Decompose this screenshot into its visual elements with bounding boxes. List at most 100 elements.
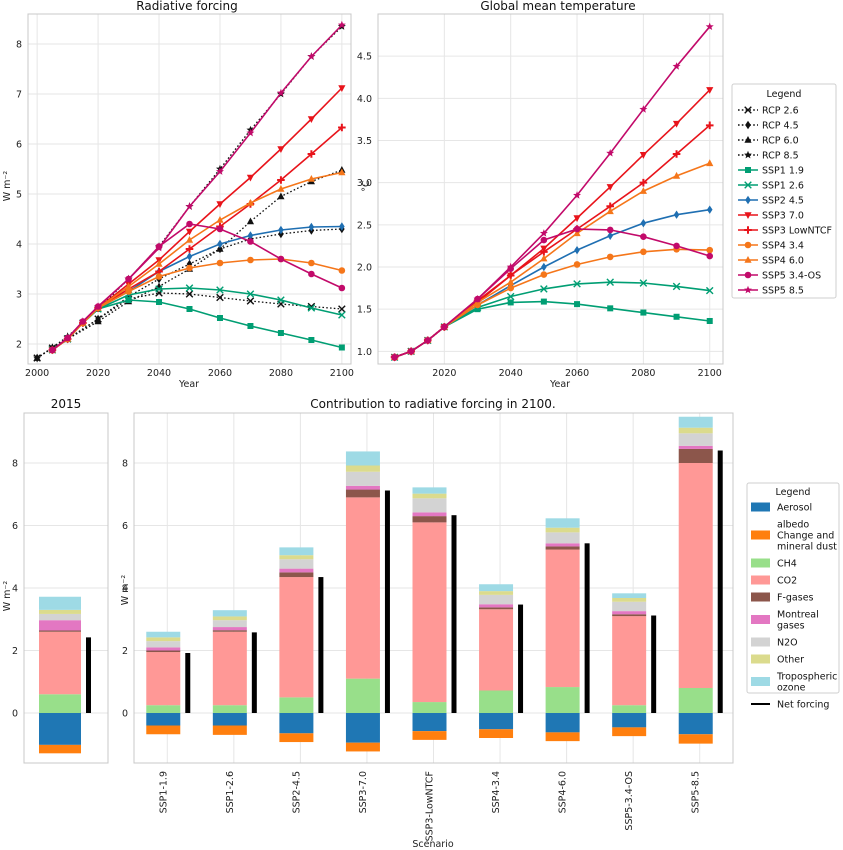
- y-tick-label: 5: [16, 190, 22, 201]
- data-point-ssp5-8-5: [185, 202, 194, 210]
- data-point-ssp5-3-4-os: [186, 220, 193, 228]
- bar-segment-co2: [612, 616, 647, 706]
- data-point-ssp4-3-4: [706, 246, 714, 254]
- data-point-ssp2-4-5: [706, 205, 713, 214]
- data-point-ssp4-3-4: [216, 259, 224, 267]
- bar-segment-montreal-gases: [678, 445, 713, 449]
- bar-segment-co2: [212, 631, 247, 706]
- legend-marker: [745, 195, 751, 205]
- legend-item-ch4: CH4: [751, 558, 797, 570]
- data-point-ssp2-4-5: [278, 225, 284, 235]
- forcing-2015-title: 2015: [51, 397, 82, 411]
- data-point-ssp4-6-0: [540, 254, 548, 262]
- bar-segment-ch4: [39, 694, 81, 713]
- bar-segment-albedo-change-and-mineral-dust: [612, 727, 647, 737]
- legend-label: SSP3 7.0: [762, 211, 804, 222]
- x-tick-label: 2100: [330, 368, 354, 379]
- data-point-ssp4-6-0: [155, 260, 163, 267]
- bar-segment-n2o: [612, 601, 647, 612]
- data-point-ssp3-lowntcf: [185, 245, 194, 253]
- bar-segment-f-gases: [146, 650, 181, 653]
- net-forcing-bar: [251, 632, 257, 713]
- plot-frame: [377, 13, 724, 365]
- x-tick-label: SSP3-LowNTCF: [425, 771, 436, 841]
- x-tick-label: 2040: [499, 368, 523, 379]
- temperature-panel: Global mean temperature Year °C 2020 2040…: [357, 0, 724, 390]
- plot-frame: [133, 412, 734, 764]
- legend-swatch: [751, 615, 770, 624]
- bar-segment-co2: [412, 522, 447, 703]
- bar-segment-n2o: [545, 532, 580, 544]
- legend-label: SSP4 6.0: [762, 256, 804, 267]
- x-tick-label: SSP5-3.4-OS: [624, 771, 635, 831]
- bar-segment-aerosol: [146, 713, 181, 726]
- data-point-ssp3-lowntcf: [705, 121, 714, 130]
- bar-segment-other: [479, 591, 514, 595]
- data-point-ssp5-8-5: [155, 243, 164, 252]
- net-forcing-bar: [584, 543, 590, 713]
- bar-segment-tropospheric-ozone: [345, 451, 380, 466]
- data-point-ssp2-4-5: [186, 252, 193, 261]
- y-tick-label: 8: [12, 459, 18, 470]
- data-point-ssp5-8-5: [124, 274, 133, 283]
- bar-segment-montreal-gases: [212, 627, 247, 631]
- data-point-ssp4-6-0: [573, 229, 581, 237]
- data-point-rcp-2-6: [246, 297, 255, 305]
- legend-label: ozone: [777, 683, 806, 694]
- series-line-ssp5-8-5: [394, 26, 711, 359]
- bar-segment-other: [279, 555, 314, 560]
- bar-segment-tropospheric-ozone: [412, 487, 447, 494]
- data-point-ssp1-2-6: [185, 284, 194, 292]
- data-point-ssp3-7-0: [277, 146, 285, 153]
- legend-swatch: [751, 558, 770, 568]
- bar-segment-tropospheric-ozone: [678, 416, 713, 428]
- bar-segment-albedo-change-and-mineral-dust: [545, 732, 580, 742]
- data-point-ssp1-1-9: [607, 305, 614, 312]
- bar-segment-co2: [345, 497, 380, 679]
- bar-stack-ssp3-lowntcf: [412, 487, 457, 740]
- legend-label: RCP 8.5: [762, 151, 799, 162]
- bar-segment-montreal-gases: [612, 611, 647, 615]
- legend-item-other: Other: [751, 654, 804, 666]
- plot-area: [378, 14, 723, 364]
- data-point-ssp5-8-5: [307, 52, 316, 60]
- data-point-ssp4-6-0: [185, 236, 194, 243]
- bar-segment-ch4: [146, 705, 181, 713]
- bar-segment-albedo-change-and-mineral-dust: [412, 731, 447, 740]
- y-tick-label: 0: [122, 709, 128, 720]
- legend-item-ssp4-6-0: SSP4 6.0: [738, 256, 804, 267]
- data-point-ssp5-8-5: [94, 302, 103, 310]
- net-forcing-bar: [318, 577, 324, 713]
- legend-swatch: [751, 530, 770, 540]
- legend-item-ssp3-7-0: SSP3 7.0: [738, 211, 804, 222]
- series-line-ssp5-8-5: [51, 24, 343, 351]
- bar-segment-f-gases: [678, 448, 713, 463]
- bar-segment-f-gases: [39, 630, 81, 632]
- bar-segment-montreal-gases: [479, 604, 514, 608]
- data-point-ssp3-7-0: [216, 201, 224, 208]
- bar-segment-other: [212, 616, 247, 621]
- bar-segment-other: [39, 609, 81, 614]
- bar-segment-ch4: [279, 697, 314, 713]
- data-point-ssp4-6-0: [338, 168, 346, 176]
- line-legend-title: Legend: [767, 89, 802, 100]
- x-tick-label: 2000: [25, 368, 49, 379]
- y-tick-label: 1.5: [357, 305, 372, 316]
- bar-segment-n2o: [479, 594, 514, 605]
- legend-marker: [744, 136, 752, 143]
- legend-item-ssp2-4-5: SSP2 4.5: [738, 196, 804, 207]
- x-tick-label: 2020: [86, 368, 110, 379]
- data-point-ssp4-3-4: [573, 261, 581, 268]
- data-point-ssp3-7-0: [672, 120, 681, 128]
- y-tick-label: 2: [16, 340, 22, 351]
- data-point-ssp4-3-4: [186, 264, 193, 272]
- legend-label: SSP4 3.4: [762, 241, 804, 252]
- temperature-ylabel: °C: [361, 180, 372, 192]
- data-point-ssp5-3-4-os: [640, 233, 647, 240]
- x-tick-label: 2080: [269, 368, 293, 379]
- data-point-ssp2-4-5: [607, 231, 614, 241]
- data-point-ssp5-3-4-os: [706, 252, 714, 260]
- data-point-ssp4-6-0: [277, 185, 285, 192]
- data-point-ssp2-4-5: [308, 222, 315, 232]
